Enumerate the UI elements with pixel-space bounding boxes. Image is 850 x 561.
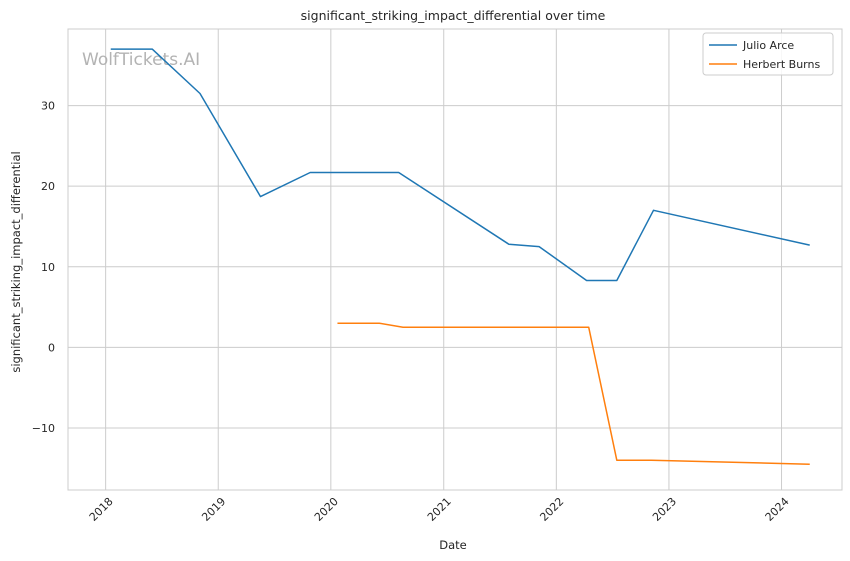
y-tick-label: 20 [41, 180, 55, 193]
series-layer [110, 48, 810, 465]
y-tick-label: 10 [41, 261, 55, 274]
y-axis-title: significant_striking_impact_differential [9, 151, 23, 372]
plot-frame [67, 28, 843, 491]
legend: Julio Arce Herbert Burns [702, 32, 834, 76]
y-axis-ticks: −10 0 10 20 30 [32, 100, 55, 435]
y-tick-label: −10 [32, 422, 55, 435]
y-tick-label: 0 [48, 341, 55, 354]
series-line-1 [337, 322, 810, 465]
watermark: WolfTickets.AI [82, 50, 200, 70]
y-tick-label: 30 [41, 100, 55, 113]
legend-label: Herbert Burns [743, 58, 820, 71]
legend-label: Julio Arce [742, 39, 794, 52]
series-line-0 [110, 48, 810, 282]
chart-title: significant_striking_impact_differential… [301, 8, 606, 23]
x-axis-title: Date [439, 538, 467, 552]
